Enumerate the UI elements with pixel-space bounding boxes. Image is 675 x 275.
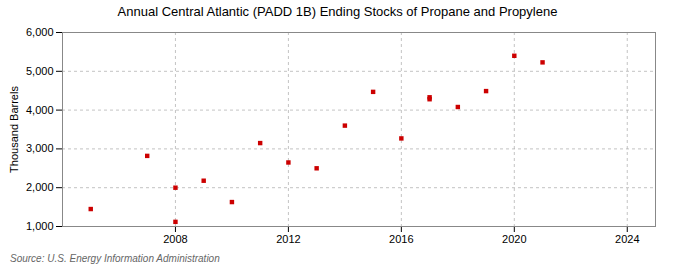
svg-text:2008: 2008 (163, 233, 187, 245)
svg-text:2,000: 2,000 (26, 181, 54, 193)
svg-text:1,000: 1,000 (26, 220, 54, 232)
svg-text:2012: 2012 (276, 233, 300, 245)
svg-text:5,000: 5,000 (26, 65, 54, 77)
svg-text:2016: 2016 (389, 233, 413, 245)
svg-text:3,000: 3,000 (26, 142, 54, 154)
svg-text:2020: 2020 (502, 233, 526, 245)
svg-text:Thousand Barrels: Thousand Barrels (8, 86, 20, 173)
svg-text:6,000: 6,000 (26, 26, 54, 38)
svg-text:2024: 2024 (615, 233, 639, 245)
html-text:Annual Central Atlantic (PADD: Annual Central Atlantic (PADD 1B) Ending… (117, 4, 558, 19)
svg-text:4,000: 4,000 (26, 104, 54, 116)
html-text:Source: U.S. Energy Informatio: Source: U.S. Energy Information Administ… (10, 253, 220, 264)
